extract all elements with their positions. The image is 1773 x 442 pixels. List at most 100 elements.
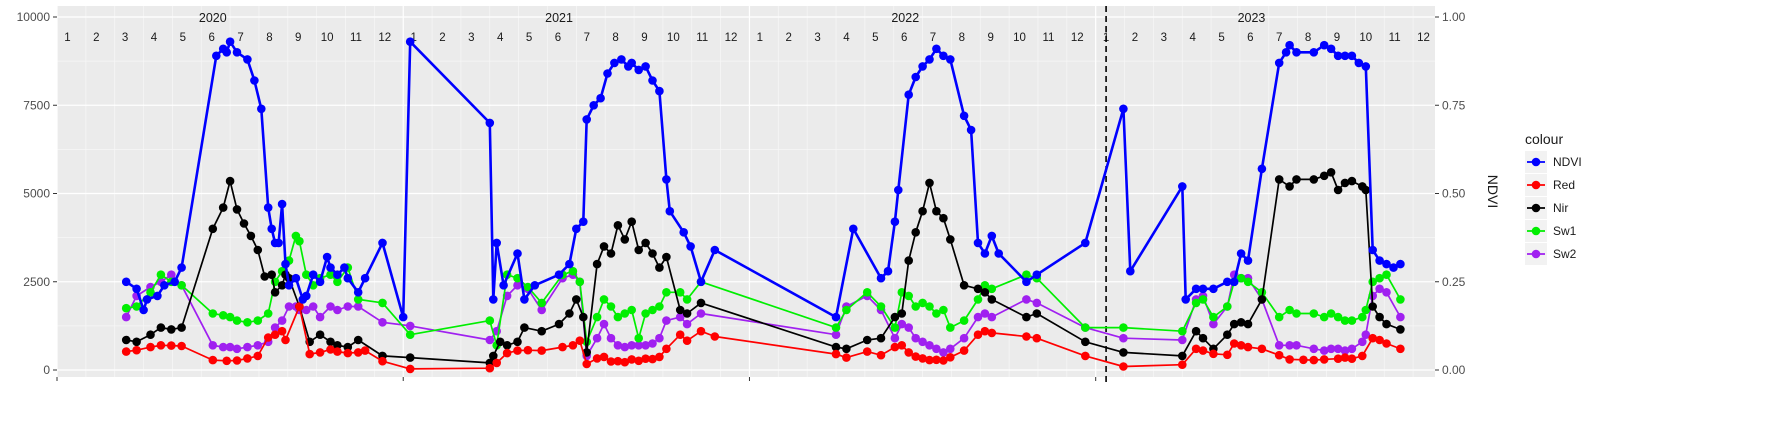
- data-point: [398, 312, 408, 322]
- data-point: [333, 277, 342, 287]
- data-point: [655, 333, 664, 343]
- month-label: 1: [757, 32, 763, 44]
- data-point: [1178, 182, 1187, 191]
- data-point: [1347, 344, 1357, 354]
- month-label: 3: [814, 32, 820, 44]
- data-point: [232, 48, 242, 57]
- data-point: [132, 284, 141, 294]
- data-point: [1209, 319, 1218, 329]
- legend-key-point: [1531, 249, 1541, 259]
- data-point: [1292, 309, 1301, 318]
- month-label: 4: [1189, 32, 1196, 44]
- data-point: [495, 337, 505, 347]
- data-point: [1361, 185, 1371, 195]
- data-point: [225, 342, 235, 352]
- data-point: [520, 295, 529, 304]
- data-point: [710, 332, 720, 341]
- data-point: [315, 277, 325, 287]
- data-point: [1022, 332, 1031, 341]
- data-point: [121, 277, 131, 287]
- data-point: [890, 323, 900, 332]
- data-point: [177, 281, 186, 290]
- data-point: [1178, 335, 1187, 345]
- data-point: [918, 62, 927, 71]
- data-point: [530, 281, 540, 290]
- data-point: [218, 342, 228, 352]
- data-point: [1257, 344, 1267, 354]
- data-point: [343, 273, 353, 283]
- data-point: [613, 356, 623, 366]
- data-point: [911, 228, 920, 237]
- month-label: 3: [122, 32, 128, 44]
- data-point: [492, 238, 502, 248]
- data-point: [142, 295, 152, 304]
- month-label: 5: [180, 32, 186, 44]
- data-point: [641, 62, 650, 71]
- data-point: [1236, 318, 1246, 327]
- data-point: [353, 335, 363, 345]
- data-point: [1292, 341, 1301, 350]
- data-point: [648, 305, 657, 315]
- legend-item-red: Red: [1525, 174, 1575, 196]
- data-point: [485, 363, 495, 373]
- series-line-ndvi: [125, 40, 1401, 319]
- data-point: [1022, 277, 1031, 287]
- data-point: [1340, 178, 1350, 188]
- month-label: 6: [555, 32, 561, 44]
- data-point: [1243, 342, 1253, 352]
- data-point: [232, 356, 242, 365]
- data-point: [980, 309, 990, 318]
- legend-item-sw2: Sw2: [1525, 243, 1577, 265]
- data-point: [613, 312, 623, 322]
- data-point: [1333, 354, 1343, 364]
- data-point: [343, 348, 353, 358]
- data-point: [1257, 295, 1267, 304]
- data-point: [1032, 309, 1042, 318]
- data-point: [932, 355, 941, 365]
- data-point: [1396, 325, 1405, 334]
- data-point: [620, 357, 630, 367]
- data-point: [1198, 346, 1208, 355]
- data-point: [523, 345, 533, 355]
- data-point: [1223, 330, 1232, 340]
- data-point: [308, 270, 318, 280]
- data-point: [876, 302, 886, 311]
- data-point: [1191, 344, 1201, 354]
- data-point: [655, 352, 664, 362]
- data-point: [1340, 316, 1350, 325]
- data-point: [1229, 277, 1239, 287]
- legend-key-point: [1531, 157, 1541, 167]
- data-point: [270, 330, 280, 340]
- data-point: [243, 342, 252, 352]
- data-point: [1209, 312, 1218, 322]
- month-label: 9: [295, 32, 301, 44]
- y-tick-label: 5000: [23, 187, 50, 201]
- data-point: [520, 323, 529, 332]
- data-point: [939, 51, 948, 61]
- data-point: [641, 354, 650, 364]
- legend-title: colour: [1525, 131, 1563, 147]
- data-point: [1285, 305, 1294, 315]
- data-point: [167, 325, 176, 334]
- data-point: [842, 353, 851, 362]
- data-point: [682, 295, 692, 304]
- data-point: [1309, 175, 1319, 184]
- data-point: [634, 341, 643, 350]
- data-point: [277, 281, 287, 290]
- data-point: [177, 341, 186, 351]
- data-point: [579, 217, 588, 226]
- data-point: [831, 312, 841, 322]
- legend-item-nir: Nir: [1525, 197, 1568, 219]
- y2-tick-label: 0.50: [1442, 187, 1466, 201]
- data-point: [641, 309, 650, 318]
- data-point: [1243, 277, 1253, 287]
- data-point: [1319, 312, 1329, 322]
- data-point: [849, 224, 858, 234]
- data-point: [911, 333, 920, 343]
- data-point: [620, 309, 630, 318]
- data-point: [267, 224, 277, 234]
- data-point: [243, 318, 252, 327]
- data-point: [980, 249, 990, 258]
- data-point: [405, 321, 415, 331]
- data-point: [1223, 277, 1232, 287]
